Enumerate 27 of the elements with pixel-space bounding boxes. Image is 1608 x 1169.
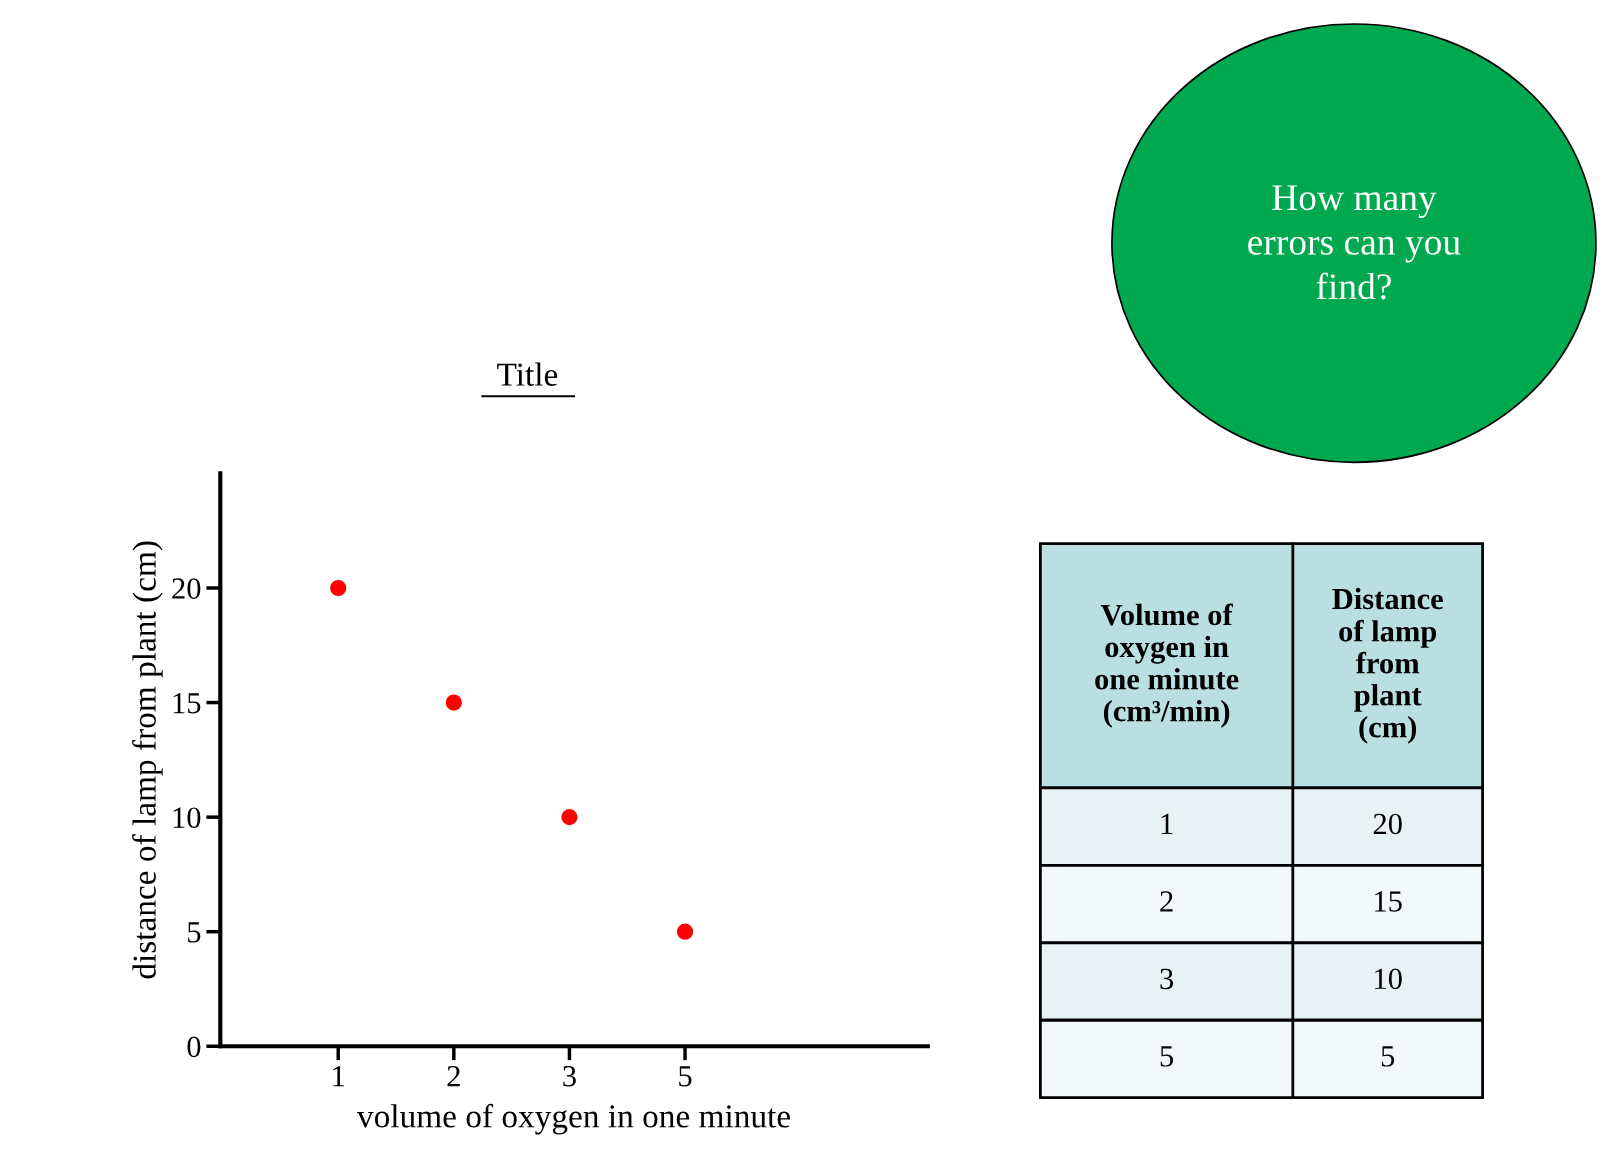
y-axis-title: distance of lamp from plant (cm) bbox=[132, 541, 163, 979]
text: 2 bbox=[1160, 891, 1173, 912]
chart-title: Title bbox=[497, 362, 558, 386]
x-tick-label: 5 bbox=[679, 1066, 692, 1087]
x-tick-label: 3 bbox=[563, 1065, 576, 1087]
text: How many errors can you find? bbox=[1248, 185, 1461, 300]
text: 5 bbox=[1160, 1046, 1174, 1067]
point bbox=[675, 922, 695, 942]
y-tick-label: 10 bbox=[173, 807, 201, 829]
text: 10 bbox=[1375, 968, 1402, 990]
y-tick-label: 15 bbox=[173, 693, 201, 714]
y-tick-label: 20 bbox=[172, 578, 201, 599]
text: Volume of oxygen in one minute (cm³/min) bbox=[1095, 603, 1239, 728]
text: 1 bbox=[1161, 813, 1173, 834]
text: 5 bbox=[1381, 1046, 1395, 1067]
y-tick-label: 0 bbox=[187, 1036, 201, 1058]
text: Distance of lamp from plant (cm) bbox=[1332, 587, 1443, 744]
text: 15 bbox=[1375, 891, 1402, 912]
x-axis-title: volume of oxygen in one minute bbox=[356, 1103, 790, 1135]
y-tick-label: 5 bbox=[188, 922, 201, 943]
point bbox=[328, 578, 348, 598]
point bbox=[444, 693, 464, 713]
text: 20 bbox=[1373, 813, 1402, 835]
x-tick-label: 1 bbox=[333, 1066, 345, 1087]
x-tick-label: 2 bbox=[447, 1065, 460, 1087]
point bbox=[559, 807, 579, 827]
text: 3 bbox=[1160, 968, 1174, 990]
